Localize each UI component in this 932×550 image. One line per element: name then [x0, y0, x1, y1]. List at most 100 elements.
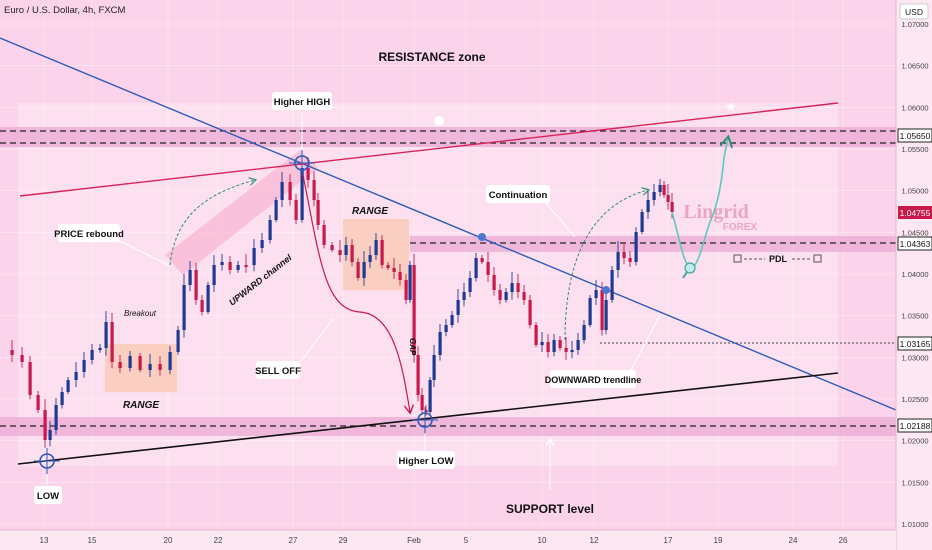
candle-up [104, 322, 108, 348]
x-tick-label: 24 [789, 536, 798, 545]
y-tick-label: 1.05000 [901, 187, 928, 196]
candle-up [368, 255, 372, 262]
candle-up [594, 290, 598, 298]
candle-up [212, 265, 216, 285]
candle-up [206, 285, 210, 312]
candle-down [200, 300, 204, 312]
candle-up [504, 292, 508, 300]
candle-up [168, 352, 172, 370]
currency-box [899, 3, 929, 20]
downward-trendline [0, 37, 897, 411]
y-tick-label: 1.07000 [901, 20, 928, 29]
x-tick-label: 10 [538, 536, 547, 545]
candle-down [110, 322, 114, 362]
time-axis[interactable] [0, 530, 896, 550]
candle-down [622, 252, 626, 258]
y-tick-label: 1.02500 [901, 395, 928, 404]
candle-up [652, 192, 656, 200]
candle-up [474, 258, 478, 278]
svg-text:1.03165: 1.03165 [900, 339, 931, 349]
pivot-higher-low [412, 407, 438, 433]
candle-down [534, 325, 538, 345]
pivot-higher-high [289, 150, 315, 176]
candle-down [492, 275, 496, 290]
candle-up [576, 340, 580, 350]
candle-down [228, 262, 232, 270]
candle-up [510, 283, 514, 292]
candle-up [74, 372, 78, 380]
svg-text:PDL: PDL [769, 254, 788, 264]
candle-up [260, 240, 264, 248]
x-tick-label: 5 [464, 536, 469, 545]
range-top-label: RANGE [352, 206, 388, 217]
y-tick-label: 1.02000 [901, 437, 928, 446]
candle-down [288, 182, 292, 200]
svg-text:1.04363: 1.04363 [900, 239, 931, 249]
candle-up [428, 380, 432, 412]
candle-down [420, 395, 424, 410]
price-tag-mid: 1.03165 [897, 336, 932, 351]
symbol-title: Euro / U.S. Dollar, 4h, FXCM [4, 5, 126, 16]
price-axis[interactable] [896, 0, 932, 550]
resistance-trendline [19, 102, 839, 197]
candle-down [392, 268, 396, 272]
watermark-logo: Lingrid FOREX [683, 201, 757, 233]
x-tick-label: 13 [40, 536, 49, 545]
trend-touch-dot-2 [602, 286, 610, 294]
x-tick-label: 29 [339, 536, 348, 545]
y-tick-label: 1.06500 [901, 62, 928, 71]
x-tick-label: 27 [289, 536, 298, 545]
bell-icon[interactable] [434, 116, 444, 126]
candle-up [280, 182, 284, 200]
candle-down [404, 280, 408, 300]
low-label: LOW [34, 486, 62, 504]
projection-target [684, 262, 696, 274]
candle-down [386, 265, 390, 268]
candle-down [380, 240, 384, 265]
resistance-zone-label: RESISTANCE zone [378, 50, 485, 64]
projection-path [671, 138, 728, 269]
candle-down [662, 185, 666, 195]
candle-down [312, 180, 316, 200]
support-level-label: SUPPORT level [506, 502, 594, 516]
candle-down [10, 350, 14, 355]
candle-down [424, 410, 428, 412]
price-axis-ticks: 1.07000 1.06500 1.06000 1.05500 1.05000 1.045… [901, 20, 928, 529]
x-tick-label: 20 [164, 536, 173, 545]
candle-down [316, 200, 320, 225]
support-trendline [17, 372, 839, 465]
candle-down [330, 245, 334, 250]
continuation-label: Continuation [486, 185, 550, 203]
candle-up [570, 350, 574, 352]
svg-text:Higher HIGH: Higher HIGH [274, 97, 331, 108]
candle-down [628, 258, 632, 262]
candle-up [468, 278, 472, 292]
candle-up [444, 325, 448, 332]
x-tick-label: 19 [714, 536, 723, 545]
candle-up [82, 360, 86, 372]
continuation-arrow [564, 190, 648, 341]
candle-down [194, 270, 198, 300]
pattern-area [18, 103, 838, 466]
y-tick-label: 1.04500 [901, 228, 928, 237]
candle-down [158, 364, 162, 370]
svg-text:LOW: LOW [37, 491, 59, 502]
candle-up [438, 332, 442, 355]
candle-up [450, 315, 454, 325]
candle-down [480, 258, 484, 262]
candle-down [498, 290, 502, 300]
candle-up [408, 265, 412, 300]
candle-up [60, 392, 64, 405]
selloff-connector [299, 317, 335, 363]
candle-down [416, 355, 420, 395]
candle-up [640, 212, 644, 232]
candle-up [66, 380, 70, 392]
svg-text:DOWNWARD trendline: DOWNWARD trendline [545, 375, 642, 385]
candle-up [540, 342, 544, 345]
x-tick-label: Feb [407, 536, 421, 545]
candle-down [670, 202, 674, 212]
candle-down [522, 292, 526, 300]
candle-down [322, 225, 326, 245]
candle-down [398, 272, 402, 280]
